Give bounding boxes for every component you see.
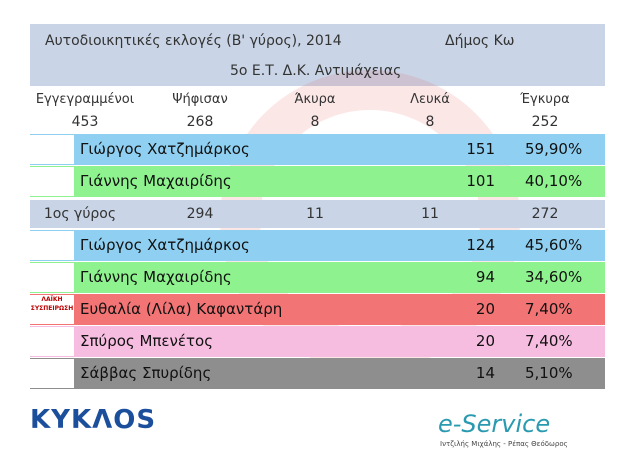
stat-value: 8 xyxy=(310,114,320,130)
candidate-votes: 20 xyxy=(475,332,495,350)
stat-value: 8 xyxy=(425,114,435,130)
stat-value: 268 xyxy=(186,114,214,130)
stat-label: Άκυρα xyxy=(294,92,336,107)
candidate-votes: 151 xyxy=(466,140,495,158)
candidate-name: Γιώργος Χατζημάρκος xyxy=(80,236,250,254)
right-logo: e-Service xyxy=(438,410,551,438)
party-logo xyxy=(30,135,74,164)
candidate-percent: 34,60% xyxy=(525,268,583,286)
candidate-row: Σάββας Σπυρίδης 14 5,10% xyxy=(30,358,605,389)
candidate-name: Γιώργος Χατζημάρκος xyxy=(80,140,250,158)
subtitle: 5ο Ε.Τ. Δ.Κ. Αντιμάχειας xyxy=(230,63,402,79)
candidate-row: Γιώργος Χατζημάρκος 124 45,60% xyxy=(30,230,605,261)
stat-label: Έγκυρα xyxy=(520,92,570,107)
candidate-name: Ευθαλία (Λίλα) Καφαντάρη xyxy=(80,300,283,318)
candidate-name: Σάββας Σπυρίδης xyxy=(80,364,212,382)
candidate-votes: 14 xyxy=(475,364,495,382)
candidate-votes: 101 xyxy=(466,172,495,190)
candidate-row: Γιάννης Μαχαιρίδης 94 34,60% xyxy=(30,262,605,293)
stat-value: 252 xyxy=(531,114,559,130)
title: Αυτοδιοικητικές εκλογές (Β' γύρος), 2014 xyxy=(45,33,342,49)
stat-value: 453 xyxy=(71,114,99,130)
stat-label: Λευκά xyxy=(410,92,450,107)
round1-value: 294 xyxy=(186,206,214,222)
candidate-votes: 124 xyxy=(466,236,495,254)
party-logo: ΛΑΪΚΗ ΣΥΣΠΕΙΡΩΣΗ xyxy=(30,295,74,324)
candidate-percent: 5,10% xyxy=(525,364,573,382)
header-band xyxy=(30,24,605,86)
candidate-row: ΛΑΪΚΗ ΣΥΣΠΕΙΡΩΣΗ Ευθαλία (Λίλα) Καφαντάρη… xyxy=(30,294,605,325)
right-caption: Ιντζιλής Μιχάλης - Ρέπας Θεόδωρος xyxy=(440,440,568,448)
municipality: Δήμος Κω xyxy=(445,33,515,49)
candidate-row: Γιάννης Μαχαιρίδης 101 40,10% xyxy=(30,166,605,197)
left-logo: ΚΥΚΛΟS xyxy=(30,405,157,435)
candidate-row: Σπύρος Μπενέτος 20 7,40% xyxy=(30,326,605,357)
candidate-name: Γιάννης Μαχαιρίδης xyxy=(80,268,232,286)
round1-value: 11 xyxy=(306,206,324,222)
candidate-votes: 20 xyxy=(475,300,495,318)
candidate-percent: 40,10% xyxy=(525,172,583,190)
candidate-percent: 45,60% xyxy=(525,236,583,254)
candidate-name: Σπύρος Μπενέτος xyxy=(80,332,214,350)
candidate-row: Γιώργος Χατζημάρκος 151 59,90% xyxy=(30,134,605,165)
round1-label: 1ος γύρος xyxy=(43,206,117,222)
party-logo xyxy=(30,263,74,292)
candidate-percent: 59,90% xyxy=(525,140,583,158)
party-logo xyxy=(30,327,74,356)
round1-band xyxy=(30,200,605,228)
party-logo xyxy=(30,167,74,196)
stat-label: Εγγεγραμμένοι xyxy=(35,92,135,107)
stat-label: Ψήφισαν xyxy=(172,92,228,107)
round1-value: 11 xyxy=(421,206,439,222)
candidate-votes: 94 xyxy=(475,268,495,286)
candidate-percent: 7,40% xyxy=(525,300,573,318)
round1-value: 272 xyxy=(531,206,559,222)
party-logo xyxy=(30,359,74,388)
candidate-percent: 7,40% xyxy=(525,332,573,350)
party-logo xyxy=(30,231,74,260)
candidate-name: Γιάννης Μαχαιρίδης xyxy=(80,172,232,190)
